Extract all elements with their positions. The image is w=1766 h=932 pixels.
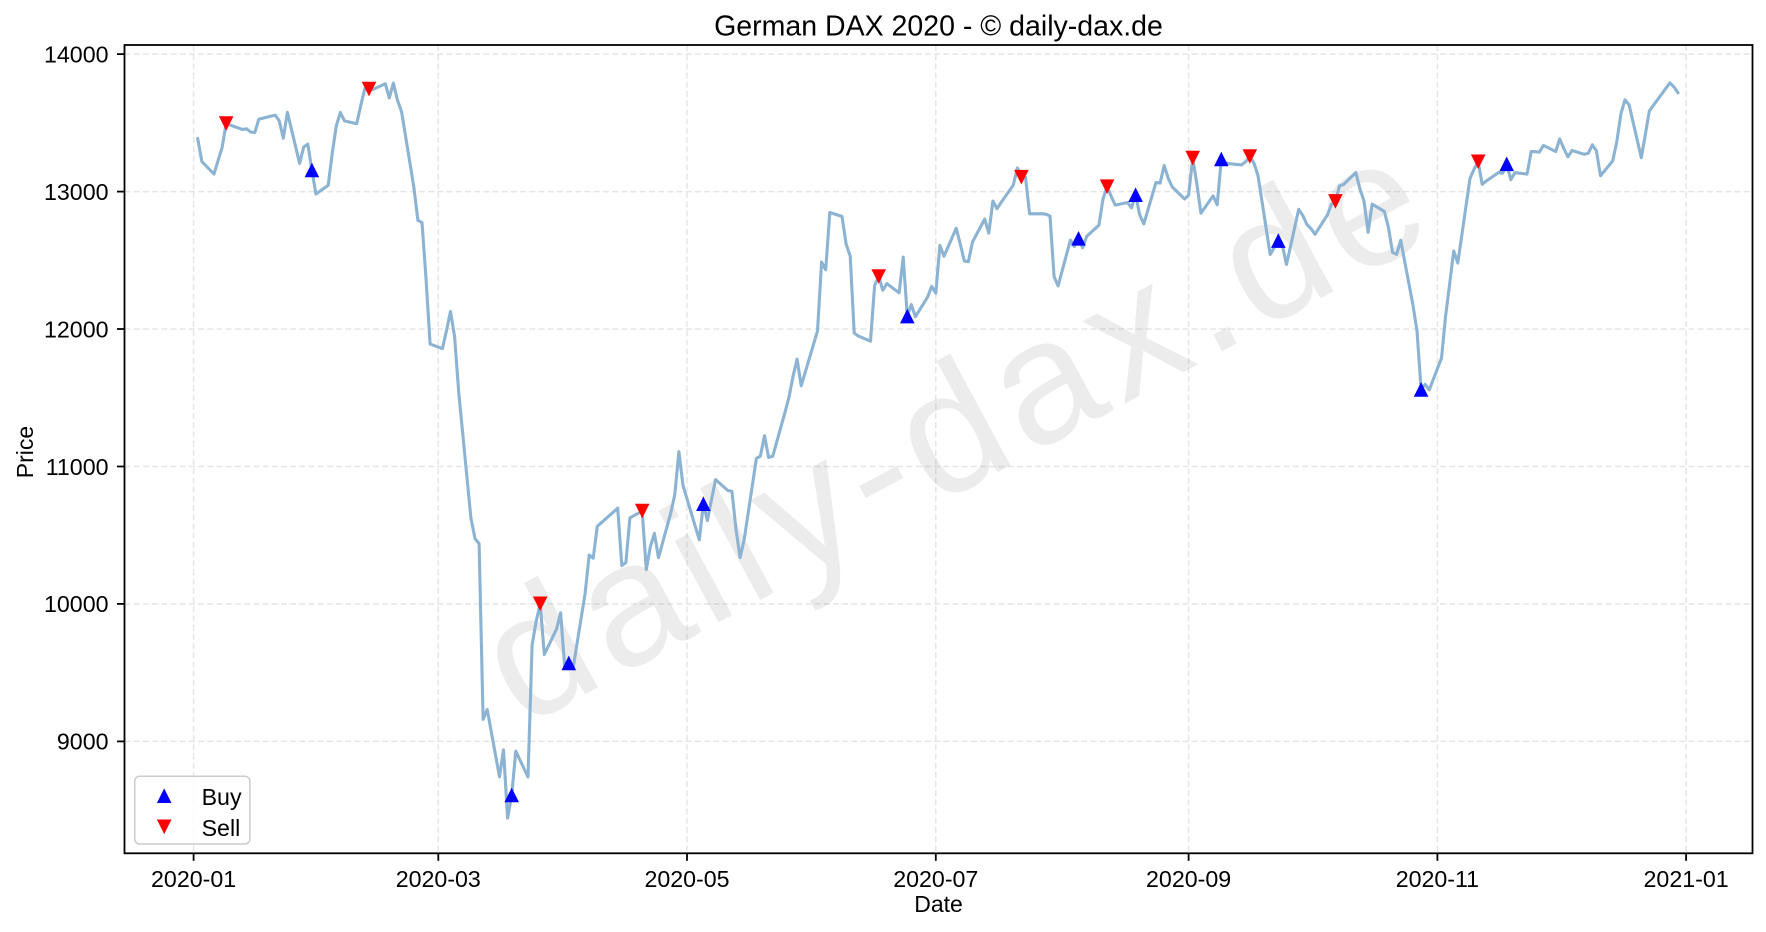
svg-text:2020-05: 2020-05 (644, 866, 729, 892)
svg-text:12000: 12000 (44, 316, 108, 342)
svg-text:10000: 10000 (44, 591, 108, 617)
svg-text:Date: Date (914, 891, 963, 917)
svg-text:Price: Price (12, 426, 38, 478)
svg-text:Sell: Sell (202, 815, 241, 841)
svg-text:2020-07: 2020-07 (893, 866, 978, 892)
svg-text:2020-01: 2020-01 (151, 866, 236, 892)
svg-text:Buy: Buy (202, 784, 242, 810)
svg-text:14000: 14000 (44, 41, 108, 67)
svg-text:13000: 13000 (44, 179, 108, 205)
svg-text:German DAX 2020 - © daily-dax.: German DAX 2020 - © daily-dax.de (714, 11, 1163, 43)
svg-text:2021-01: 2021-01 (1644, 866, 1729, 892)
svg-text:9000: 9000 (57, 729, 109, 755)
svg-text:2020-09: 2020-09 (1146, 866, 1231, 892)
svg-text:2020-03: 2020-03 (396, 866, 481, 892)
svg-text:2020-11: 2020-11 (1396, 866, 1479, 892)
svg-text:11000: 11000 (46, 454, 109, 480)
